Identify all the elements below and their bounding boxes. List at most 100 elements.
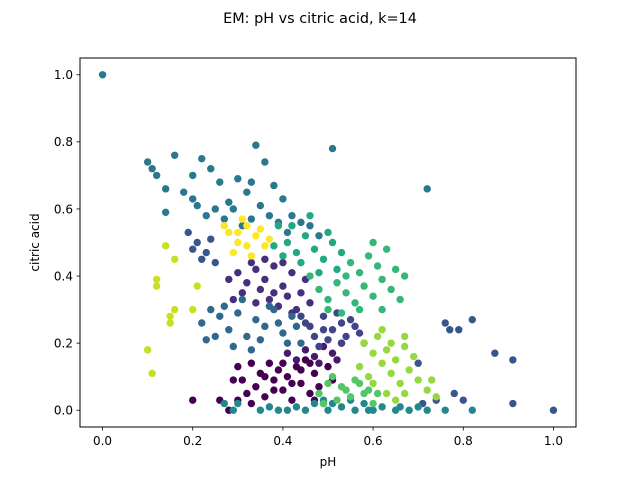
data-point xyxy=(225,228,233,237)
data-point xyxy=(297,258,305,267)
data-point xyxy=(247,215,256,223)
data-point xyxy=(193,238,201,247)
data-point xyxy=(355,329,364,337)
data-point xyxy=(369,292,377,300)
data-point xyxy=(324,305,332,314)
data-point xyxy=(297,289,305,297)
data-point xyxy=(378,403,386,411)
data-point xyxy=(355,268,364,277)
data-point xyxy=(161,242,170,250)
data-point xyxy=(256,406,265,414)
plot-frame xyxy=(79,57,577,428)
data-point xyxy=(364,386,373,394)
x-axis-ticks: 0.0 0.2 0.4 0.6 0.8 1.0 xyxy=(93,427,563,448)
data-point xyxy=(378,305,386,314)
data-point xyxy=(247,252,256,260)
data-point xyxy=(256,336,265,344)
data-point xyxy=(387,369,395,378)
data-point xyxy=(428,376,436,384)
data-point xyxy=(211,258,219,267)
data-point xyxy=(351,322,359,331)
data-point xyxy=(152,171,161,180)
data-point xyxy=(270,289,278,297)
data-point xyxy=(315,383,323,391)
data-point xyxy=(337,383,346,391)
data-point xyxy=(152,282,161,290)
data-point xyxy=(225,326,233,334)
data-point xyxy=(202,248,210,257)
y-axis-ticks: 0.0 0.2 0.4 0.6 0.8 1.0 xyxy=(54,68,80,418)
data-point xyxy=(396,403,404,411)
data-point xyxy=(243,222,251,230)
data-point xyxy=(310,352,319,361)
data-point xyxy=(324,362,332,371)
data-point xyxy=(274,406,283,414)
data-point xyxy=(378,326,386,334)
data-point xyxy=(310,332,319,341)
data-point xyxy=(319,255,328,263)
y-tick-label: 0.8 xyxy=(54,135,73,149)
data-point xyxy=(378,275,386,284)
data-point xyxy=(297,339,305,347)
data-point xyxy=(288,222,296,230)
data-point xyxy=(256,225,265,233)
data-point xyxy=(346,315,355,324)
y-tick-label: 0.6 xyxy=(54,202,73,216)
data-point xyxy=(234,399,242,408)
data-point xyxy=(337,339,346,347)
data-point xyxy=(180,188,188,196)
data-point xyxy=(324,336,332,344)
data-point xyxy=(143,158,152,166)
data-point xyxy=(297,312,305,320)
data-point xyxy=(238,376,247,384)
data-point xyxy=(234,268,242,277)
data-point xyxy=(238,215,247,223)
data-point xyxy=(279,386,287,394)
y-tick-label: 0.2 xyxy=(54,336,73,350)
data-point xyxy=(261,275,269,284)
data-point xyxy=(265,295,274,304)
data-point xyxy=(306,359,314,367)
data-point xyxy=(288,268,296,277)
data-point xyxy=(423,386,431,394)
data-point xyxy=(220,215,228,223)
data-point xyxy=(292,403,301,411)
data-point xyxy=(369,399,377,408)
data-point xyxy=(270,242,278,250)
data-points xyxy=(98,71,558,414)
data-point xyxy=(423,406,431,414)
x-axis-label: pH xyxy=(320,455,337,469)
data-point xyxy=(148,369,156,378)
data-point xyxy=(310,245,319,253)
data-point xyxy=(414,403,422,411)
data-point xyxy=(328,349,337,357)
data-point xyxy=(274,319,283,327)
data-point xyxy=(184,228,192,237)
data-point xyxy=(409,352,418,361)
data-point xyxy=(198,154,206,163)
data-point xyxy=(441,319,449,327)
data-point xyxy=(211,205,219,213)
data-point xyxy=(297,379,305,388)
data-point xyxy=(342,332,350,341)
data-point xyxy=(207,165,215,173)
data-point xyxy=(337,248,346,257)
data-point xyxy=(337,319,346,327)
data-point xyxy=(400,389,409,398)
data-point xyxy=(283,372,292,381)
data-point xyxy=(373,332,382,341)
data-point xyxy=(382,346,391,354)
data-point xyxy=(400,332,409,341)
data-point xyxy=(252,232,260,240)
data-point xyxy=(346,393,355,401)
data-point xyxy=(391,396,400,404)
data-point xyxy=(414,376,422,384)
data-point xyxy=(225,198,233,206)
data-point xyxy=(198,255,206,263)
data-point xyxy=(270,376,278,384)
data-point xyxy=(189,305,197,314)
data-point xyxy=(491,349,499,357)
data-point xyxy=(355,362,364,371)
data-point xyxy=(391,265,400,274)
